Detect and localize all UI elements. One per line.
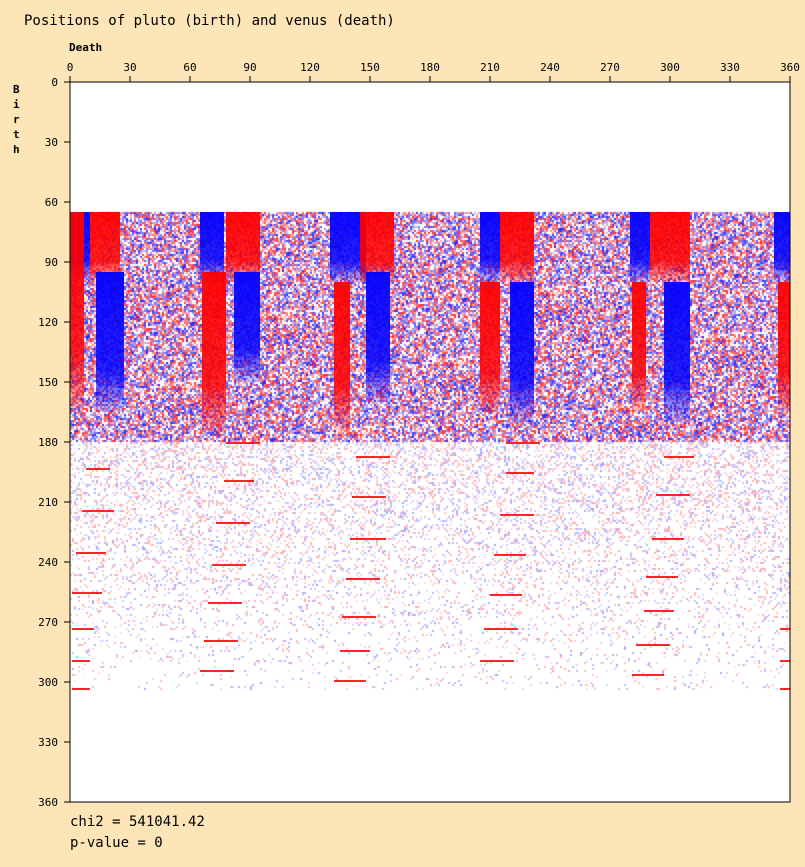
- heatmap-dash: [216, 522, 250, 524]
- y-tick-label: 300: [38, 676, 58, 689]
- heatmap-dash: [636, 644, 670, 646]
- heatmap-dash: [212, 564, 246, 566]
- heatmap-dash: [664, 456, 694, 458]
- heatmap-dash: [200, 670, 234, 672]
- y-tick-label: 330: [38, 736, 58, 749]
- heatmap-dash: [346, 578, 380, 580]
- heatmap-band-negative: [200, 212, 224, 282]
- heatmap-band-negative: [630, 212, 650, 282]
- heatmap-dash: [334, 680, 366, 682]
- y-tick-label: 360: [38, 796, 58, 809]
- chart-title: Positions of pluto (birth) and venus (de…: [24, 13, 395, 29]
- y-tick-label: 240: [38, 556, 58, 569]
- x-tick-label: 90: [243, 61, 256, 74]
- heatmap-dash: [506, 472, 534, 474]
- x-tick-label: 0: [67, 61, 74, 74]
- heatmap-dash: [204, 640, 238, 642]
- y-tick-label: 120: [38, 316, 58, 329]
- heatmap-dash: [480, 660, 514, 662]
- x-tick-label: 330: [720, 61, 740, 74]
- heatmap-dash: [506, 442, 540, 444]
- heatmap-dash: [340, 650, 370, 652]
- heatmap-band-positive: [632, 282, 646, 412]
- x-tick-label: 270: [600, 61, 620, 74]
- x-tick-label: 30: [123, 61, 136, 74]
- heatmap-noise-layer: [70, 82, 790, 802]
- p-value-stat: p-value = 0: [70, 835, 163, 851]
- heatmap-dash: [352, 496, 386, 498]
- x-tick-label: 120: [300, 61, 320, 74]
- heatmap-dash: [646, 576, 678, 578]
- heatmap-band-positive: [650, 212, 690, 282]
- heatmap-band-positive: [480, 282, 500, 412]
- x-tick-label: 360: [780, 61, 800, 74]
- y-tick-label: 150: [38, 376, 58, 389]
- x-tick-label: 300: [660, 61, 680, 74]
- heatmap-dash: [76, 552, 106, 554]
- heatmap-dash: [656, 494, 690, 496]
- heatmap-dash: [72, 688, 90, 690]
- heatmap-dash: [342, 616, 376, 618]
- x-tick-label: 180: [420, 61, 440, 74]
- heatmap-dash: [494, 554, 526, 556]
- x-tick-label: 150: [360, 61, 380, 74]
- y-tick-label: 60: [45, 196, 58, 209]
- y-tick-label: 210: [38, 496, 58, 509]
- x-tick-label: 60: [183, 61, 196, 74]
- heatmap-dash: [356, 456, 390, 458]
- heatmap-band-positive: [500, 212, 534, 282]
- heatmap-dash: [652, 538, 684, 540]
- heatmap-dash: [490, 594, 522, 596]
- heatmap-band-negative: [96, 272, 124, 412]
- heatmap-band-negative: [366, 272, 390, 402]
- heatmap-band-negative: [664, 282, 690, 422]
- heatmap-dash: [780, 628, 790, 630]
- x-tick-label: 240: [540, 61, 560, 74]
- y-tick-label: 270: [38, 616, 58, 629]
- heatmap-band-positive: [70, 212, 84, 412]
- x-axis-label: Death: [69, 41, 103, 54]
- heatmap-band-negative: [510, 282, 534, 422]
- heatmap-dash: [82, 510, 114, 512]
- chi2-stat: chi2 = 541041.42: [70, 814, 205, 830]
- heatmap-band-negative: [774, 212, 790, 282]
- heatmap-dash: [72, 592, 102, 594]
- heatmap-dash: [208, 602, 242, 604]
- plot-frame: [69, 81, 791, 803]
- heatmap-band-positive: [90, 212, 120, 282]
- y-tick-label: 180: [38, 436, 58, 449]
- heatmap-dash: [780, 688, 790, 690]
- heatmap-dash: [86, 468, 110, 470]
- heatmap-band-positive: [226, 212, 260, 282]
- heatmap-dash: [226, 442, 260, 444]
- heatmap-band-negative: [234, 272, 260, 382]
- heatmap-dash: [644, 610, 674, 612]
- heatmap-dash: [780, 660, 790, 662]
- heatmap-dash: [484, 628, 518, 630]
- heatmap-band-positive: [334, 282, 350, 432]
- x-tick-label: 210: [480, 61, 500, 74]
- heatmap-dash: [72, 660, 90, 662]
- heatmap-dash: [224, 480, 254, 482]
- heatmap-band-negative: [480, 212, 500, 282]
- heatmap-dash: [72, 628, 94, 630]
- heatmap-dash: [500, 514, 534, 516]
- y-tick-label: 0: [51, 76, 58, 89]
- heatmap-band-positive: [778, 282, 790, 412]
- y-tick-label: 30: [45, 136, 58, 149]
- y-axis-label: Birth: [13, 83, 20, 156]
- heatmap-band-positive: [202, 272, 226, 432]
- heatmap-dash: [632, 674, 664, 676]
- heatmap-dash: [350, 538, 386, 540]
- y-tick-label: 90: [45, 256, 58, 269]
- heatmap-band-positive: [360, 212, 394, 282]
